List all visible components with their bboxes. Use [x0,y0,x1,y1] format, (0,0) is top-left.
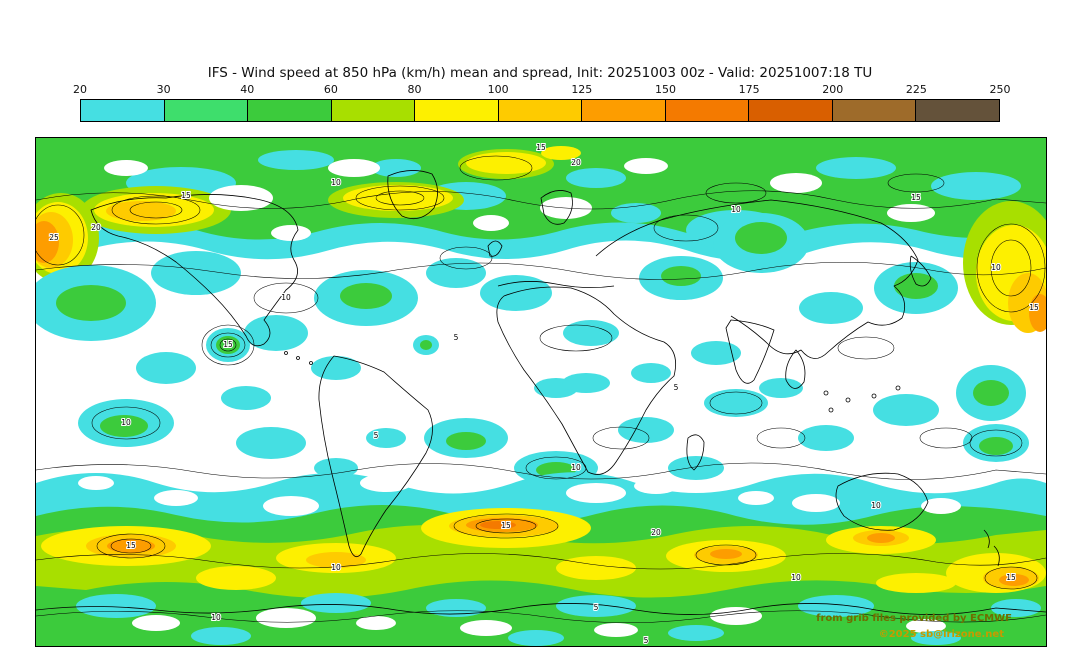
spread-contour-layer [36,155,1046,624]
colorbar-segment [163,100,248,121]
map-frame: 15 20 10 15 20 25 10 15 10 15 5 10 15 5 10 15 20 10 15 10 5 1… [35,137,1047,647]
contour-value-label: 5 [594,603,599,612]
contour-value-label: 10 [991,263,1001,272]
contour-value-label: 15 [1029,303,1039,312]
colorbar-segments [80,99,1000,122]
contour-value-label: 10 [121,418,131,427]
colorbar-segment [497,100,582,121]
colorbar-tick-label: 125 [571,83,593,96]
contour-value-label: 20 [91,223,101,232]
colorbar-segment [915,100,1000,121]
contour-value-label: 20 [651,528,661,537]
colorbar-segment [81,100,164,121]
contour-value-label: 5 [454,333,459,342]
contour-value-label: 10 [331,178,341,187]
contour-value-label: 10 [791,573,801,582]
contour-value-label: 15 [911,193,921,202]
colorbar-tick-label: 175 [738,83,760,96]
contour-value-label: 20 [571,158,581,167]
colorbar-ticks: 20 30 40 60 80 100 125 150 175 200 225 250 [73,83,1011,97]
coastline-layer [36,170,1046,615]
contour-value-label: 15 [536,143,546,152]
contour-value-label: 5 [374,431,379,440]
contour-value-label: 10 [871,501,881,510]
colorbar-segment [748,100,832,121]
contour-value-label: 15 [223,340,233,349]
contour-value-label: 5 [674,383,679,392]
colorbar: 20 30 40 60 80 100 125 150 175 200 225 250 [73,83,1011,122]
contour-value-label: 15 [1006,573,1016,582]
colorbar-segment [664,100,749,121]
colorbar-tick-label: 40 [240,83,255,96]
world-map-svg: 15 20 10 15 20 25 10 15 10 15 5 10 15 5 10 15 20 10 15 10 5 1… [36,138,1046,646]
colorbar-tick-label: 250 [989,83,1011,96]
colorbar-tick-label: 200 [822,83,844,96]
contour-value-label: 15 [181,191,191,200]
colorbar-segment [831,100,916,121]
contour-value-label: 10 [281,293,291,302]
colorbar-tick-label: 100 [487,83,509,96]
colorbar-tick-label: 60 [323,83,338,96]
contour-label-layer: 15 20 10 15 20 25 10 15 10 15 5 10 15 5 10 15 20 10 15 10 5 1… [48,142,1040,646]
contour-value-label: 5 [644,636,649,645]
colorbar-tick-label: 225 [905,83,927,96]
chart-title: IFS - Wind speed at 850 hPa (km/h) mean … [207,65,873,81]
colorbar-segment [414,100,498,121]
wind-field-layer [36,138,1046,646]
colorbar-tick-label: 20 [73,83,87,96]
contour-value-label: 15 [501,521,511,530]
colorbar-segment [330,100,415,121]
contour-value-label: 10 [731,205,741,214]
colorbar-segment [247,100,331,121]
colorbar-tick-label: 80 [407,83,422,96]
contour-value-label: 10 [571,463,581,472]
contour-value-label: 15 [126,541,136,550]
colorbar-tick-label: 150 [654,83,676,96]
credit-ecmwf: from grib files provided by ECMWF [816,613,1012,624]
colorbar-segment [581,100,665,121]
contour-value-label: 10 [211,613,221,622]
colorbar-tick-label: 30 [156,83,171,96]
contour-value-label: 10 [331,563,341,572]
credit-copyright: ©2025 sb@irizone.net [878,629,1004,640]
contour-value-label: 25 [49,233,59,242]
